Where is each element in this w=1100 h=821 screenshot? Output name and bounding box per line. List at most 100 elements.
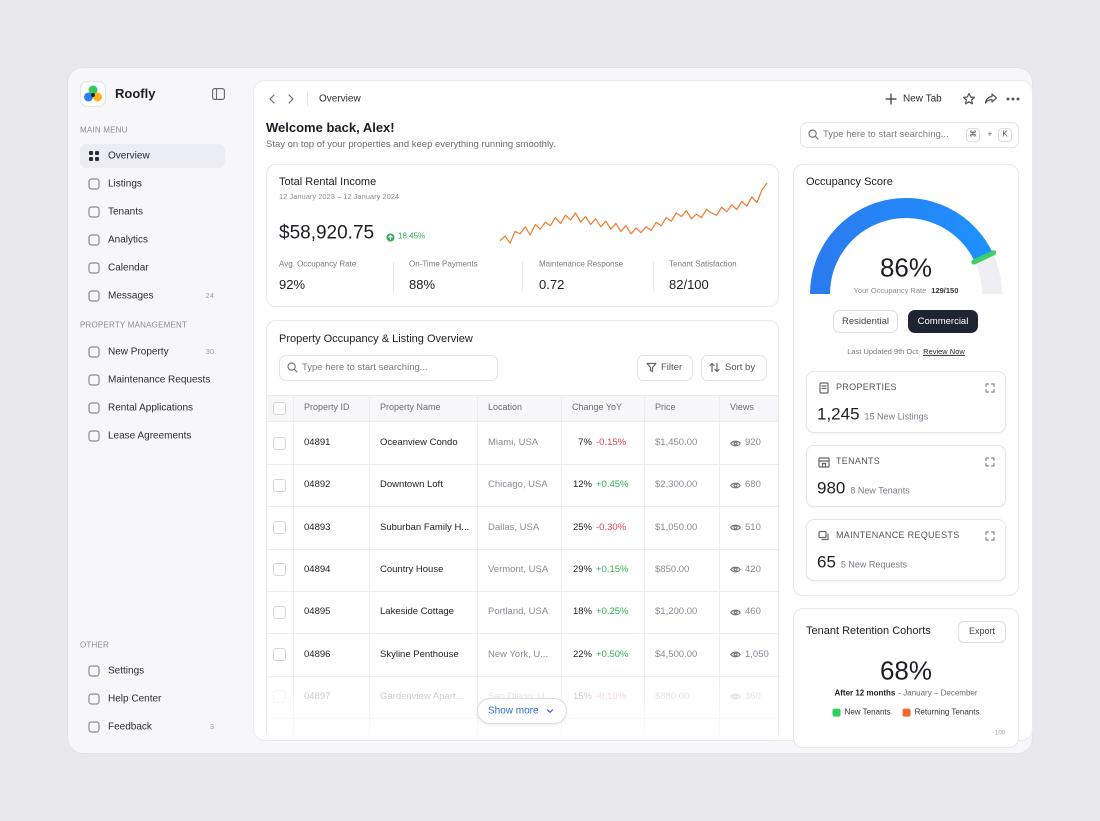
property-name: Skyline Penthouse	[380, 648, 459, 660]
income-date: 12 January 2023 – 12 January 2024	[279, 191, 400, 201]
menu-label: Analytics	[108, 234, 149, 246]
location: New York, U...	[488, 648, 549, 660]
checkbox[interactable]	[273, 478, 286, 492]
metric-row: 65 5 New Requests	[817, 553, 907, 573]
menu-item[interactable]	[80, 144, 225, 168]
eye-icon-part	[730, 440, 741, 446]
shortcut-key	[966, 128, 980, 142]
checkbox[interactable]	[273, 605, 286, 619]
forward-button-part	[288, 94, 294, 104]
shortcut-text: K	[1002, 129, 1008, 139]
logo-part	[91, 93, 95, 97]
search-icon	[808, 129, 819, 140]
property-id: 04892	[304, 479, 331, 491]
menu-label: Tenants	[108, 206, 144, 218]
column-divider	[293, 395, 294, 740]
occupancy-share: 22%	[572, 648, 592, 660]
income-amount: $58,920.75	[279, 222, 375, 244]
menu-badge: 24	[205, 290, 214, 300]
menu-icon-part	[88, 234, 100, 246]
retention-range: - January – December	[898, 688, 978, 698]
property-name: Country House	[380, 563, 444, 575]
menu-icon-part	[88, 430, 100, 442]
column-header: Property ID	[304, 402, 350, 413]
column-divider	[561, 395, 562, 740]
occupancy-share: 29%	[572, 563, 592, 575]
menu-item[interactable]	[80, 715, 225, 739]
section-title: MAIN MENU	[80, 125, 128, 135]
expand-icon	[985, 457, 995, 467]
location: Dallas, USA	[488, 521, 540, 533]
menu-item[interactable]	[80, 256, 225, 280]
price: $1,450.00	[655, 436, 698, 448]
metric-note: 5 New Requests	[840, 559, 907, 570]
checkbox[interactable]	[273, 563, 286, 577]
menu-icon	[88, 234, 100, 246]
expand-icon-part	[985, 531, 995, 541]
table-search[interactable]	[279, 355, 498, 381]
eye-icon	[730, 524, 741, 531]
column-divider	[369, 395, 370, 740]
stat-label: Avg. Occupancy Rate	[279, 259, 357, 269]
retention-period: After 12 months	[834, 688, 896, 698]
menu-label: Settings	[108, 665, 145, 677]
stat-divider	[653, 262, 654, 292]
menu-item[interactable]	[80, 200, 225, 224]
menu-icon-part	[89, 151, 93, 155]
occupancy-share: 7%	[578, 436, 592, 448]
location: Chicago, USA	[488, 479, 548, 491]
export-label: Export	[968, 626, 996, 637]
column-header: Price	[655, 402, 676, 413]
eye-icon-part	[730, 524, 741, 531]
share-button	[984, 93, 998, 104]
checkbox[interactable]	[273, 521, 286, 535]
legend-label: New Tenants	[844, 707, 891, 717]
search-box[interactable]	[800, 122, 1019, 148]
new-tab-icon	[885, 93, 897, 105]
menu-item[interactable]	[80, 172, 225, 196]
metric-row: 1,245 15 New Listings	[817, 405, 928, 425]
menu-badge: 30	[205, 346, 214, 356]
menu-icon	[88, 290, 100, 302]
menu-label: Overview	[108, 150, 150, 162]
export-button[interactable]	[958, 621, 1006, 643]
views: 920	[745, 436, 761, 448]
income-change: 18.45%	[398, 231, 426, 241]
app-name: Roofly	[115, 85, 156, 101]
filter-button[interactable]	[637, 355, 693, 381]
legend: New Tenants Returning Tenants	[832, 707, 979, 718]
income-title: Total Rental Income	[279, 175, 377, 188]
menu-label: Feedback	[108, 721, 152, 733]
eye-icon-part	[733, 567, 738, 572]
shortcut-text: +	[987, 129, 993, 139]
sort-button[interactable]	[701, 355, 767, 381]
menu-icon-part	[88, 693, 100, 705]
stat-divider	[522, 262, 523, 292]
menu-label: Rental Applications	[108, 402, 194, 414]
menu-label: Maintenance Requests	[108, 374, 211, 386]
checkbox[interactable]	[273, 436, 286, 450]
menu-icon	[88, 402, 100, 414]
menu-icon-part	[88, 665, 100, 677]
tab-label: Residential	[842, 315, 889, 327]
eye-icon-part	[730, 567, 741, 573]
stat-value: 82/100	[669, 276, 709, 292]
menu-icon-part	[88, 290, 100, 302]
change-yoy: -0.15%	[596, 436, 627, 448]
menu-item[interactable]	[80, 659, 225, 683]
change-yoy: +0.25%	[596, 605, 629, 617]
expand-icon	[985, 383, 995, 393]
search-placeholder: Type here to start searching...	[823, 128, 949, 140]
updated-text: Last Updated 9th Oct	[847, 346, 919, 356]
section-title: PROPERTY MANAGEMENT	[80, 320, 188, 330]
search-icon	[287, 362, 298, 373]
metric-card	[806, 445, 1006, 507]
checkbox[interactable]	[273, 648, 286, 661]
tab[interactable]	[833, 310, 898, 333]
menu-icon-part	[88, 178, 100, 190]
checkbox[interactable]	[273, 402, 286, 415]
tab[interactable]	[908, 310, 978, 333]
menu-item[interactable]	[80, 228, 225, 252]
welcome-subtitle: Stay on top of your properties and keep …	[266, 138, 556, 150]
sidebar-toggle	[212, 88, 225, 100]
